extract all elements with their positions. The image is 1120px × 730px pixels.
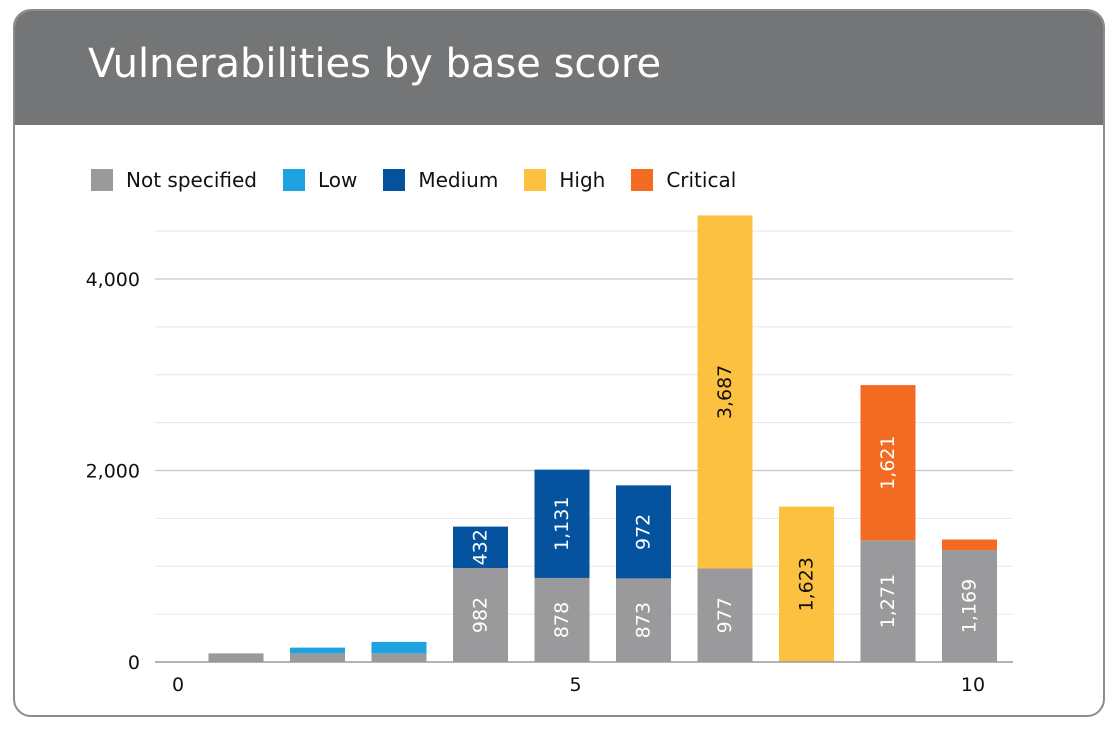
data-label: 1,621 bbox=[877, 435, 899, 489]
data-label: 982 bbox=[470, 597, 492, 633]
chart-title: Vulnerabilities by base score bbox=[88, 41, 662, 87]
bar-segment bbox=[208, 653, 264, 662]
legend-label: Low bbox=[317, 168, 358, 192]
data-label: 878 bbox=[551, 602, 573, 638]
legend-swatch bbox=[282, 169, 305, 191]
data-label: 873 bbox=[633, 602, 655, 638]
x-tick-label: 5 bbox=[569, 674, 581, 696]
legend-swatch bbox=[524, 169, 547, 191]
legend-item-high: High bbox=[524, 168, 605, 192]
bar-segment bbox=[534, 469, 590, 578]
legend-swatch bbox=[91, 169, 113, 191]
data-label: 972 bbox=[633, 514, 655, 550]
bar-segment bbox=[371, 653, 427, 662]
chart-legend: Not specified Low Medium High Critical bbox=[91, 168, 762, 192]
bar-segment bbox=[453, 567, 508, 662]
bar-segment bbox=[860, 540, 916, 662]
data-label: 3,687 bbox=[714, 365, 736, 419]
legend-label: Not specified bbox=[126, 168, 257, 192]
bar-segment bbox=[942, 550, 997, 662]
bar-segment bbox=[616, 485, 671, 579]
bar-segment bbox=[534, 577, 590, 662]
legend-label: High bbox=[559, 168, 606, 192]
bar-segment bbox=[453, 526, 508, 568]
data-label: 1,623 bbox=[796, 557, 818, 611]
legend-item-medium: Medium bbox=[383, 168, 498, 192]
bar-segment bbox=[290, 653, 345, 662]
legend-item-not-specified: Not specified bbox=[91, 168, 257, 192]
legend-item-critical: Critical bbox=[631, 168, 736, 192]
bar-segment bbox=[290, 647, 345, 654]
legend-item-low: Low bbox=[282, 168, 358, 192]
x-tick-label: 10 bbox=[961, 674, 985, 696]
y-tick-label: 2,000 bbox=[86, 461, 140, 483]
bar-segment bbox=[942, 539, 997, 551]
y-tick-label: 0 bbox=[128, 652, 140, 674]
bar-segment bbox=[697, 215, 753, 569]
data-label: 1,271 bbox=[877, 574, 899, 628]
chart-header: Vulnerabilities by base score bbox=[15, 11, 1103, 125]
data-label: 1,131 bbox=[551, 497, 573, 551]
bar-segment bbox=[860, 385, 916, 541]
x-tick-label: 0 bbox=[172, 674, 184, 696]
legend-swatch bbox=[631, 169, 654, 191]
legend-swatch bbox=[383, 169, 406, 191]
bar-segment bbox=[371, 641, 427, 654]
bar-segment bbox=[616, 578, 671, 662]
legend-label: Medium bbox=[418, 168, 499, 192]
legend-label: Critical bbox=[666, 168, 737, 192]
bar-segment bbox=[779, 506, 834, 662]
bar-segment bbox=[697, 568, 753, 662]
data-label: 1,169 bbox=[959, 579, 981, 633]
y-tick-label: 4,000 bbox=[86, 269, 140, 291]
data-label: 432 bbox=[470, 529, 492, 565]
data-label: 977 bbox=[714, 597, 736, 633]
